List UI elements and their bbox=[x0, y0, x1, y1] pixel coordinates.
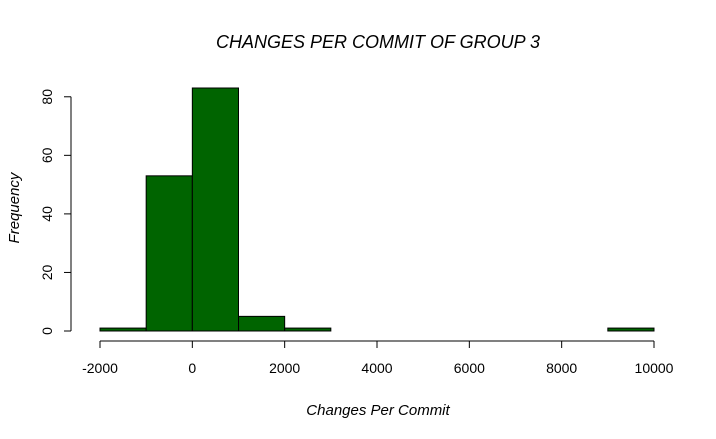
histogram-bars bbox=[99, 87, 655, 332]
x-tick-label: 10000 bbox=[635, 360, 674, 376]
histogram-bar bbox=[145, 175, 193, 332]
y-tick-label: 20 bbox=[39, 264, 55, 280]
y-tick-label: 80 bbox=[39, 89, 55, 105]
histogram-bar bbox=[99, 327, 147, 332]
x-tick-label: 4000 bbox=[361, 360, 392, 376]
y-tick-label: 40 bbox=[39, 206, 55, 222]
x-tick-label: -2000 bbox=[82, 360, 118, 376]
x-axis: -2000 0 2000 4000 6000 8000 10000 bbox=[82, 340, 674, 376]
x-tick-label: 0 bbox=[188, 360, 196, 376]
x-tick-label: 2000 bbox=[269, 360, 300, 376]
y-axis: 0 20 40 60 80 bbox=[39, 89, 72, 335]
y-tick-label: 0 bbox=[39, 327, 55, 335]
histogram-bar bbox=[238, 315, 286, 332]
histogram-bar bbox=[284, 327, 332, 332]
x-tick-label: 8000 bbox=[546, 360, 577, 376]
x-tick-label: 6000 bbox=[454, 360, 485, 376]
y-axis-label: Frequency bbox=[6, 171, 23, 243]
chart-title: CHANGES PER COMMIT OF GROUP 3 bbox=[216, 32, 540, 52]
x-axis-label: Changes Per Commit bbox=[306, 402, 450, 419]
histogram-bar bbox=[607, 327, 655, 332]
histogram-bar bbox=[191, 87, 239, 332]
y-tick-label: 60 bbox=[39, 147, 55, 163]
